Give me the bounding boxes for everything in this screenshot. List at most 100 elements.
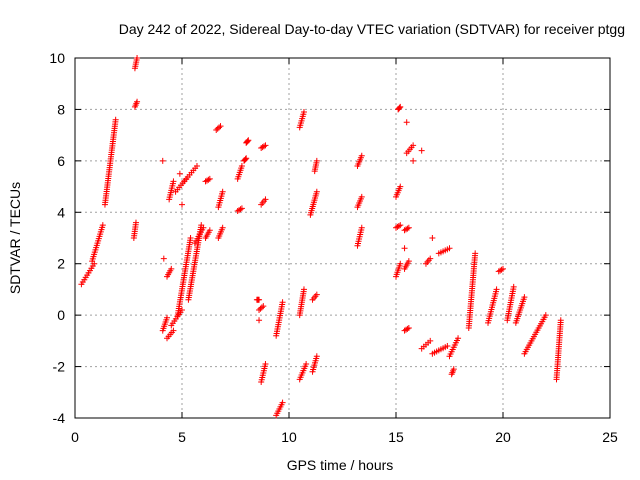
x-axis-label: GPS time / hours [287, 457, 394, 473]
data-point [397, 103, 404, 110]
y-tick-label: -4 [53, 410, 66, 426]
data-point [112, 116, 119, 123]
data-point [170, 178, 177, 185]
data-point [238, 205, 245, 212]
data-point [313, 157, 320, 164]
data-point [542, 312, 549, 319]
data-point [404, 225, 411, 232]
data-point [256, 307, 263, 313]
data-point [168, 265, 175, 272]
y-axis-label: SDTVAR / TECUs [7, 182, 23, 294]
chart-title: Day 242 of 2022, Sidereal Day-to-day VTE… [119, 21, 625, 37]
data-point [219, 224, 226, 231]
data-point [404, 325, 411, 332]
data-point [170, 327, 177, 334]
data-point [243, 155, 250, 162]
x-tick-label: 10 [281, 429, 297, 445]
data-point [238, 163, 245, 169]
data-point [176, 170, 183, 177]
data-point [206, 227, 213, 234]
data-point [213, 127, 220, 133]
data-point [405, 224, 412, 231]
data-point [313, 353, 320, 360]
data-point [472, 250, 479, 257]
data-point [396, 104, 403, 111]
data-point [244, 138, 251, 145]
data-point [405, 325, 412, 331]
data-point [261, 143, 268, 150]
x-tick-label: 0 [71, 429, 79, 445]
y-tick-label: -2 [53, 359, 66, 375]
data-point [242, 156, 249, 163]
data-point [260, 303, 267, 310]
data-point [99, 222, 106, 229]
data-point [219, 188, 226, 195]
axes-frame [74, 57, 611, 419]
data-point [205, 176, 212, 183]
data-point [498, 266, 505, 273]
data-point [262, 361, 269, 367]
data-point [258, 304, 265, 311]
data-point [206, 175, 213, 182]
data-point [401, 245, 408, 252]
y-tick-label: 6 [57, 153, 65, 169]
data-point [237, 206, 244, 213]
data-point [313, 188, 320, 195]
data-point [405, 258, 412, 265]
data-point [521, 294, 528, 301]
data-point [256, 296, 263, 303]
data-point [557, 317, 564, 324]
data-point [216, 124, 223, 131]
data-point [303, 361, 310, 367]
data-point [444, 343, 451, 349]
data-point [427, 337, 434, 344]
data-point [358, 224, 365, 231]
data-point [410, 142, 417, 149]
data-point [279, 299, 286, 306]
y-tick-label: 4 [57, 204, 65, 220]
data-point [257, 305, 264, 312]
data-point [403, 119, 410, 126]
data-point [200, 224, 207, 231]
data-point [429, 235, 436, 241]
data-point [397, 222, 404, 229]
data-point [395, 223, 402, 229]
data-point [358, 152, 365, 159]
data-point [358, 193, 365, 200]
y-tick-label: 2 [57, 256, 65, 272]
data-point [217, 123, 224, 130]
x-tick-label: 25 [602, 429, 618, 445]
data-point [279, 399, 286, 406]
data-point [455, 335, 462, 342]
data-point [510, 283, 517, 290]
y-tick-label: 10 [49, 50, 65, 66]
data-point [187, 235, 194, 241]
y-tick-labels: -4 -2 0 2 4 6 8 10 [49, 50, 65, 426]
y-tick-label: 0 [57, 307, 65, 323]
y-tick-label: 8 [57, 101, 65, 117]
data-point [132, 219, 139, 226]
data-point [418, 147, 425, 154]
data-point [313, 291, 320, 298]
data-point [262, 196, 269, 203]
data-point [214, 125, 221, 132]
data-point [397, 260, 404, 267]
data-point [159, 157, 166, 164]
data-point [450, 366, 457, 373]
x-tick-label: 15 [388, 429, 404, 445]
data-points [78, 55, 564, 419]
grid [75, 58, 610, 418]
data-point [262, 142, 269, 149]
data-point [179, 201, 185, 208]
data-point [446, 245, 453, 252]
data-point [256, 317, 263, 324]
data-point [300, 109, 307, 115]
x-tick-label: 5 [178, 429, 186, 445]
data-point [179, 307, 185, 313]
data-point [410, 157, 417, 164]
x-tick-labels: 0 5 10 15 20 25 [71, 429, 618, 445]
data-point [427, 255, 434, 262]
data-point [193, 163, 200, 169]
data-point [134, 98, 141, 105]
data-point [500, 265, 506, 272]
